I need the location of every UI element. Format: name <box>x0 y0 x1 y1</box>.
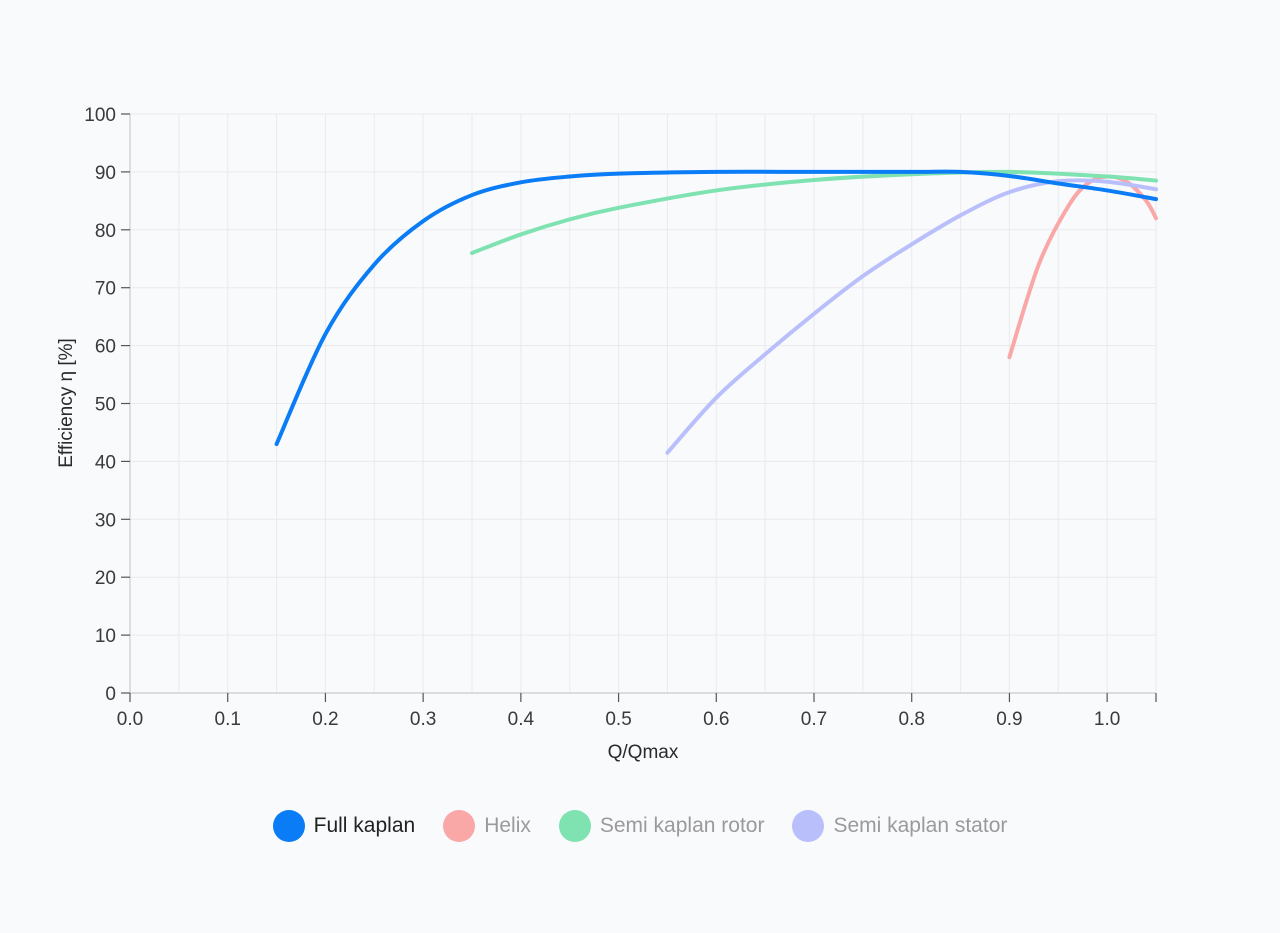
legend: Full kaplan Helix Semi kaplan rotor Semi ka… <box>0 806 1280 846</box>
y-tick-label: 70 <box>95 279 116 300</box>
series-lines <box>274 169 1158 455</box>
legend-label: Semi kaplan stator <box>833 814 1008 837</box>
x-tick-label: 0.2 <box>312 709 338 730</box>
x-tick-label: 0.3 <box>410 709 436 730</box>
legend-item-helix[interactable]: Helix <box>443 810 531 842</box>
legend-swatch <box>558 810 591 842</box>
y-tick-label: 90 <box>95 163 116 184</box>
series-line-helix[interactable] <box>1007 174 1158 360</box>
y-tick-label: 20 <box>95 568 116 589</box>
y-tick-label: 40 <box>95 452 116 473</box>
legend-label: Semi kaplan rotor <box>599 814 765 837</box>
legend-swatch <box>792 810 825 842</box>
x-tick-label: 0.7 <box>801 709 827 730</box>
x-tick-label: 1.0 <box>1094 709 1120 730</box>
x-tick-label: 0.5 <box>605 709 631 730</box>
x-tick-label: 0.1 <box>215 709 241 730</box>
x-tick-label: 0.4 <box>508 709 535 730</box>
x-tick-label: 0.8 <box>899 709 925 730</box>
y-tick-label: 30 <box>95 510 116 531</box>
y-tick-label: 10 <box>95 626 116 647</box>
y-tick-label: 0 <box>105 684 116 705</box>
legend-swatch <box>272 810 305 842</box>
legend-item-semi-kaplan-rotor[interactable]: Semi kaplan rotor <box>558 810 765 842</box>
legend-label: Full kaplan <box>313 814 416 837</box>
legend-item-semi-kaplan-stator[interactable]: Semi kaplan stator <box>792 810 1007 842</box>
grid-lines <box>129 113 1157 694</box>
y-tick-label: 80 <box>95 221 116 242</box>
y-tick-label: 100 <box>84 105 116 126</box>
x-tick-label: 0.6 <box>703 709 729 730</box>
axes: 0 10 20 30 40 50 60 70 80 90 100 0.0 0.1 0.2 0.3 0.4 0.5… <box>84 105 1157 730</box>
y-tick-label: 50 <box>95 395 116 416</box>
y-axis-title: Efficiency η [%] <box>56 338 77 468</box>
series-line-full-kaplan[interactable] <box>274 169 1158 447</box>
legend-swatch <box>443 810 476 842</box>
series-line-semi-kaplan-rotor[interactable] <box>470 169 1158 255</box>
legend-label: Helix <box>484 814 531 837</box>
y-tick-label: 60 <box>95 337 116 358</box>
x-tick-label: 0.0 <box>117 709 143 730</box>
series-line-semi-kaplan-stator[interactable] <box>665 178 1158 455</box>
legend-item-full-kaplan[interactable]: Full kaplan <box>272 810 416 842</box>
x-axis-title: Q/Qmax <box>608 742 679 763</box>
x-tick-label: 0.9 <box>996 709 1022 730</box>
